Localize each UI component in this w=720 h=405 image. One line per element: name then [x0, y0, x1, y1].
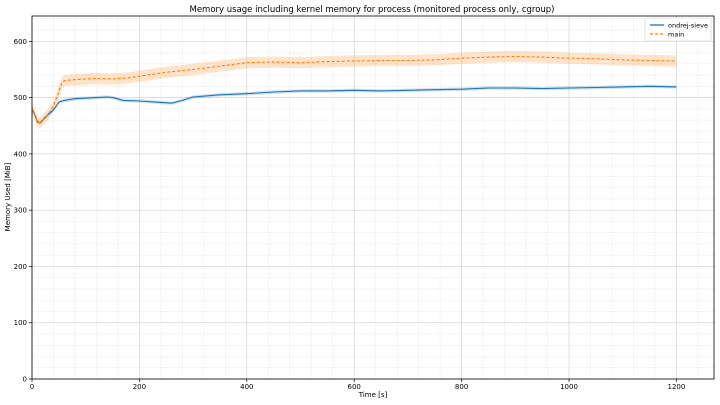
legend-label: main: [668, 30, 684, 38]
x-axis-ticks: 0 200 400 600 800 1000 1200: [30, 379, 685, 391]
plot-frame: [31, 15, 715, 380]
variance-bands: [32, 50, 677, 129]
x-tick-label: 400: [240, 383, 253, 391]
x-tick-label: 1200: [667, 383, 685, 391]
legend-box: [644, 17, 712, 42]
x-axis-title: Time [s]: [358, 391, 388, 399]
y-tick-label: 500: [14, 94, 27, 102]
y-axis-title: Memory Used [MiB]: [4, 162, 12, 231]
y-tick-label: 300: [14, 207, 27, 215]
x-tick-label: 200: [133, 383, 146, 391]
y-tick-label: 400: [14, 150, 27, 158]
x-tick-label: 800: [455, 383, 468, 391]
y-tick-label: 100: [14, 319, 27, 327]
y-tick-label: 200: [14, 263, 27, 271]
band-ondrej-sieve: [32, 84, 677, 125]
chart-title: Memory usage including kernel memory for…: [189, 5, 554, 15]
series-lines: [31, 55, 677, 124]
y-axis-ticks: 0 100 200 300 400 500 600: [14, 38, 32, 384]
band-main: [32, 50, 677, 129]
legend-label: ondrej-sieve: [668, 21, 708, 29]
y-tick-label: 0: [23, 376, 27, 384]
y-tick-label: 600: [14, 38, 27, 46]
line-main: [31, 55, 677, 124]
x-tick-label: 1000: [560, 383, 578, 391]
line-ondrej-sieve: [31, 85, 677, 124]
x-tick-label: 0: [30, 383, 34, 391]
grid-lines: [31, 16, 714, 380]
x-tick-label: 600: [348, 383, 361, 391]
